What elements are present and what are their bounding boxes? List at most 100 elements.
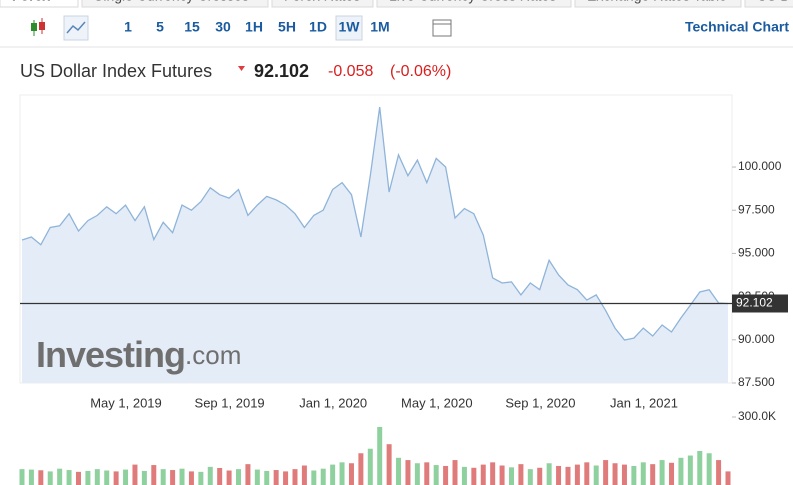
volume-bar [452, 460, 458, 485]
instrument-title: US Dollar Index Futures [20, 61, 212, 81]
volume-bar [603, 460, 609, 485]
tab-label[interactable]: Exchange Rates Table [587, 0, 727, 4]
volume-bar [490, 462, 496, 485]
volume-bar [471, 467, 477, 485]
tab-label[interactable]: Forex Rates [284, 0, 360, 4]
volume-bar [396, 457, 402, 485]
volume-bar [188, 471, 194, 485]
volume-bar [254, 469, 260, 485]
tab[interactable] [744, 0, 793, 8]
volume-bar [461, 466, 467, 485]
volume-bar [330, 464, 336, 485]
volume-bar [621, 464, 627, 485]
interval-button[interactable]: 1D [309, 19, 327, 35]
x-tick-label: May 1, 2019 [90, 395, 162, 410]
volume-bar [339, 462, 345, 485]
volume-bar [716, 460, 722, 485]
volume-bar [480, 464, 486, 485]
volume-bar [66, 470, 72, 485]
volume-bar [697, 451, 703, 485]
volume-bar [283, 471, 289, 485]
volume-bar [443, 465, 449, 485]
volume-bar [273, 470, 279, 485]
volume-bar [556, 465, 562, 485]
watermark-brand: Investing [36, 334, 185, 375]
volume-bar [659, 460, 665, 485]
y-tick-label: 100.000 [738, 159, 782, 173]
tab[interactable] [574, 0, 742, 8]
interval-button[interactable]: 5 [156, 19, 164, 35]
y-tick-label: 90.000 [738, 332, 775, 346]
down-arrow [238, 66, 245, 71]
chart-type-icons[interactable] [31, 15, 452, 41]
volume-bar [433, 465, 439, 485]
y-tick-label: 97.500 [738, 202, 775, 216]
interval-button[interactable]: 30 [215, 19, 231, 35]
volume-bar [113, 471, 119, 485]
volume-bar [386, 444, 392, 485]
volume-bar [292, 469, 298, 485]
volume-bar [367, 448, 373, 485]
tab-label[interactable]: US D [757, 0, 790, 4]
volume-bar [264, 470, 270, 485]
volume-bar [518, 464, 524, 485]
price: 92.102 [254, 61, 309, 81]
volume-bar [245, 464, 251, 485]
volume-bar [687, 455, 693, 485]
x-tick-label: Sep 1, 2020 [505, 395, 575, 410]
volume-bar [179, 468, 185, 485]
volume-bar [508, 467, 514, 485]
volume-bar [537, 467, 543, 485]
volume-bar [28, 469, 34, 485]
volume-bar [132, 464, 138, 485]
selected-interval [335, 15, 363, 41]
tab-label[interactable]: Single Currency Crosses [94, 0, 249, 4]
interval-button[interactable]: 1H [245, 19, 263, 35]
y-tick-label: 87.500 [738, 375, 775, 389]
volume-bar [348, 463, 354, 485]
interval-button[interactable]: 15 [184, 19, 200, 35]
volume-bar [57, 468, 63, 485]
watermark-suffix: .com [185, 340, 241, 370]
volume-tick-label: 300.0K [738, 409, 776, 423]
interval-button[interactable]: 5H [278, 19, 296, 35]
change-pct: (-0.06%) [390, 63, 451, 80]
interval-button[interactable]: 1M [370, 19, 389, 35]
volume-bar [414, 463, 420, 485]
last-price-badge [732, 294, 788, 313]
volume-bar [236, 469, 242, 485]
volume-bar [94, 469, 100, 485]
volume-bar [405, 460, 411, 485]
tab[interactable] [376, 0, 572, 8]
watermark: Investing.com [36, 334, 241, 375]
volume-bar [725, 471, 731, 485]
tab[interactable] [271, 0, 374, 8]
tab[interactable] [0, 0, 79, 8]
volume-bar [198, 471, 204, 485]
interval-button[interactable]: 1W [339, 19, 361, 35]
technical-chart-link[interactable]: Technical Chart [685, 19, 789, 35]
volume-bar [170, 470, 176, 485]
volume-bar [584, 462, 590, 485]
volume-bar [499, 465, 505, 485]
price-line [21, 107, 729, 341]
x-tick-label: May 1, 2020 [401, 395, 473, 410]
volume-bar [151, 465, 157, 485]
tab-label[interactable]: Live Currency Cross Rates [389, 0, 556, 4]
volume-bar [650, 464, 656, 485]
volume-bar [358, 453, 364, 485]
volume-bar [320, 468, 326, 485]
volume-bar [38, 470, 44, 485]
volume-bar [75, 471, 81, 485]
y-tick-label: 95.000 [738, 246, 775, 260]
volume-bar [301, 465, 307, 485]
x-tick-label: Sep 1, 2019 [195, 395, 265, 410]
volume-bar [226, 470, 232, 485]
volume-bar [160, 469, 166, 485]
tab-label[interactable]: Forex [12, 0, 50, 4]
interval-button[interactable]: 1 [124, 19, 132, 35]
change: -0.058 [328, 63, 373, 80]
volume-bar [546, 463, 552, 485]
tab[interactable] [81, 0, 269, 8]
